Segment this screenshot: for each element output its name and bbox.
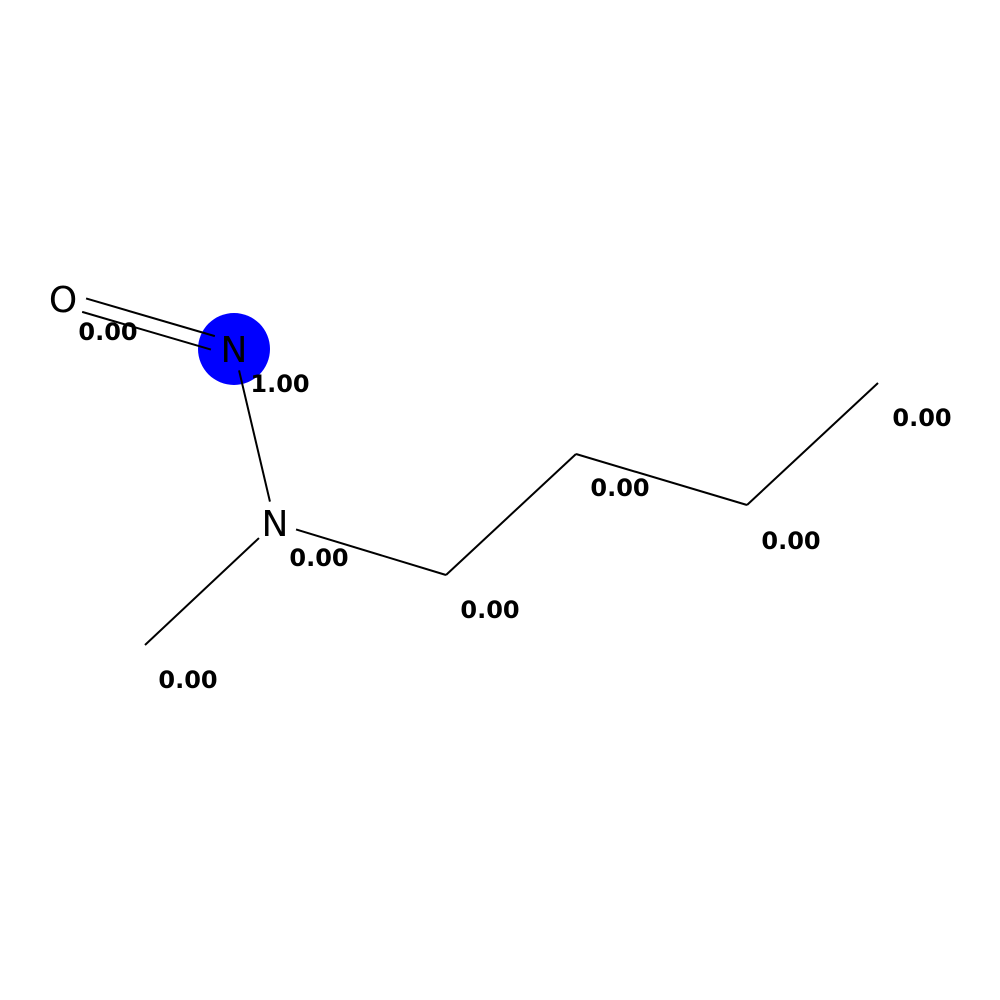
value-label-layer: 0.00 1.00 0.00 0.00 0.00 0.00 0.00 0.00	[78, 318, 951, 694]
bond-n2-c1	[295, 528, 447, 576]
atom-value-c-methyl: 0.00	[158, 666, 217, 694]
bond-c3-c4	[746, 382, 879, 506]
atom-label-n2: N	[262, 504, 289, 545]
bond-o1-n1	[81, 297, 216, 351]
bond-n1-n2	[238, 370, 271, 502]
bond-line	[238, 370, 271, 502]
bond-line	[575, 453, 748, 506]
bond-layer	[81, 297, 879, 646]
atom-value-n1: 1.00	[250, 370, 309, 398]
bond-line	[81, 310, 212, 351]
atom-label-n1: N	[221, 330, 248, 371]
atom-value-c2: 0.00	[590, 474, 649, 502]
bond-line	[746, 382, 879, 506]
bond-c2-c3	[575, 453, 748, 506]
atom-label-layer: O N N	[49, 280, 289, 545]
atom-value-c1: 0.00	[460, 596, 519, 624]
bond-line	[295, 528, 447, 576]
bond-line	[144, 537, 260, 646]
bond-n2-c-methyl	[144, 537, 260, 646]
atom-value-c4: 0.00	[892, 404, 951, 432]
bond-line	[85, 297, 216, 338]
atom-label-o1: O	[49, 280, 77, 321]
atom-value-n2: 0.00	[289, 544, 348, 572]
atom-value-c3: 0.00	[761, 527, 820, 555]
highlight-circle-n1	[198, 313, 270, 385]
bond-c1-c2	[445, 453, 577, 576]
bond-line	[445, 453, 577, 576]
atom-value-o1: 0.00	[78, 318, 137, 346]
highlight-layer	[198, 313, 270, 385]
